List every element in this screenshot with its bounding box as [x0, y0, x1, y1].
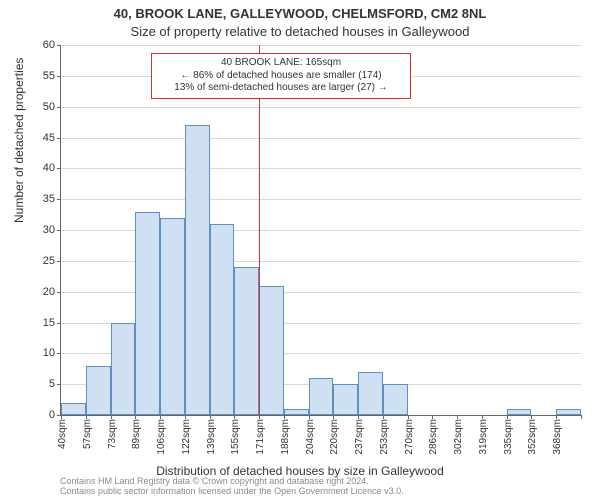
- reference-line: [259, 45, 260, 415]
- ytick-label: 50: [43, 101, 61, 113]
- histogram-bar: [160, 218, 185, 415]
- histogram-bar: [61, 403, 86, 415]
- histogram-bar: [234, 267, 259, 415]
- xtick-label: 335sqm: [503, 419, 514, 455]
- xtick-label: 73sqm: [107, 419, 118, 449]
- ytick-label: 40: [43, 162, 61, 174]
- footer-attribution: Contains HM Land Registry data © Crown c…: [60, 477, 404, 497]
- histogram-bar: [556, 409, 581, 415]
- xtick-label: 89sqm: [131, 419, 142, 449]
- xtick-label: 57sqm: [82, 419, 93, 449]
- footer-line2: Contains public sector information licen…: [60, 487, 404, 497]
- histogram-bar: [507, 409, 532, 415]
- xtick-mark: [581, 415, 582, 419]
- histogram-bar: [309, 378, 334, 415]
- gridline: [61, 45, 581, 46]
- histogram-bar: [111, 323, 136, 416]
- xtick-label: 139sqm: [206, 419, 217, 455]
- gridline: [61, 168, 581, 169]
- callout-line3: 13% of semi-detached houses are larger (…: [158, 82, 404, 95]
- xtick-label: 40sqm: [57, 419, 68, 449]
- xtick-label: 352sqm: [527, 419, 538, 455]
- xtick-label: 319sqm: [478, 419, 489, 455]
- ytick-label: 10: [43, 347, 61, 359]
- ytick-label: 30: [43, 224, 61, 236]
- plot-area: 05101520253035404550556040sqm57sqm73sqm8…: [60, 45, 581, 416]
- histogram-bar: [210, 224, 235, 415]
- xtick-label: 122sqm: [181, 419, 192, 455]
- gridline: [61, 199, 581, 200]
- histogram-bar: [135, 212, 160, 416]
- ytick-label: 20: [43, 286, 61, 298]
- histogram-bar: [86, 366, 111, 415]
- ytick-label: 60: [43, 39, 61, 51]
- ytick-label: 25: [43, 255, 61, 267]
- gridline: [61, 138, 581, 139]
- ytick-label: 5: [49, 378, 61, 390]
- gridline: [61, 107, 581, 108]
- xtick-label: 220sqm: [329, 419, 340, 455]
- chart-title-line1: 40, BROOK LANE, GALLEYWOOD, CHELMSFORD, …: [0, 6, 600, 21]
- histogram-chart: 40, BROOK LANE, GALLEYWOOD, CHELMSFORD, …: [0, 0, 600, 500]
- ytick-label: 55: [43, 70, 61, 82]
- chart-title-line2: Size of property relative to detached ho…: [0, 24, 600, 39]
- xtick-label: 270sqm: [404, 419, 415, 455]
- xtick-label: 253sqm: [379, 419, 390, 455]
- histogram-bar: [259, 286, 284, 416]
- histogram-bar: [185, 125, 210, 415]
- y-axis-label: Number of detached properties: [12, 58, 26, 223]
- ytick-label: 15: [43, 317, 61, 329]
- xtick-label: 155sqm: [230, 419, 241, 455]
- xtick-label: 286sqm: [428, 419, 439, 455]
- ytick-label: 35: [43, 193, 61, 205]
- histogram-bar: [333, 384, 358, 415]
- ytick-label: 45: [43, 132, 61, 144]
- callout-line2: ← 86% of detached houses are smaller (17…: [158, 70, 404, 83]
- xtick-label: 368sqm: [552, 419, 563, 455]
- xtick-label: 204sqm: [305, 419, 316, 455]
- xtick-label: 237sqm: [354, 419, 365, 455]
- xtick-label: 171sqm: [255, 419, 266, 455]
- histogram-bar: [358, 372, 383, 415]
- xtick-label: 188sqm: [280, 419, 291, 455]
- xtick-label: 302sqm: [453, 419, 464, 455]
- callout-line1: 40 BROOK LANE: 165sqm: [158, 57, 404, 70]
- callout-box: 40 BROOK LANE: 165sqm← 86% of detached h…: [151, 53, 411, 99]
- histogram-bar: [383, 384, 408, 415]
- xtick-label: 106sqm: [156, 419, 167, 455]
- histogram-bar: [284, 409, 309, 415]
